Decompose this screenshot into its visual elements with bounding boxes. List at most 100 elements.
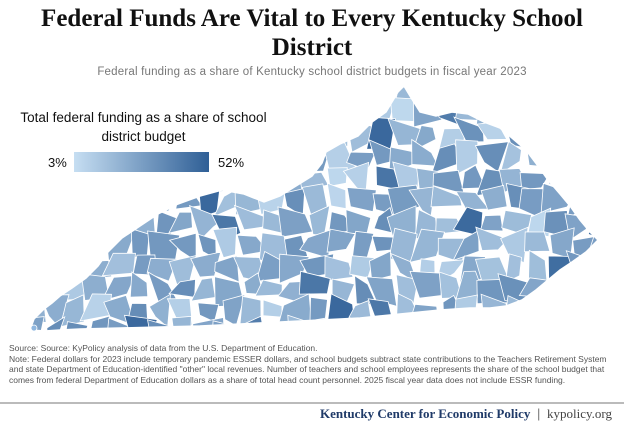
district-shape [58,183,83,219]
footer-credit: Kentucky Center for Economic Policy | ky… [320,406,612,422]
source-notes: Source: Source: KyPolicy analysis of dat… [9,343,617,385]
district-shape [30,169,43,189]
district-shape [519,172,551,191]
district-shape [298,270,331,295]
district-shape [261,322,292,331]
district-shape [277,86,306,102]
note-text: Note: Federal dollars for 2023 include t… [9,353,607,385]
district-shape [169,86,198,101]
district-shape [563,293,598,327]
district-shape [81,209,110,241]
district-shape [585,296,598,328]
district-shape [105,317,137,331]
district-shape [301,104,331,124]
district-shape [436,86,459,109]
district-shape [453,294,478,326]
district-shape [168,211,193,234]
district-shape [322,86,352,109]
district-shape [175,188,203,210]
district-shape [565,118,594,153]
district-shape [589,86,598,108]
district-shape [244,86,256,108]
district-shape [545,120,575,153]
district-shape [324,255,354,282]
district-shape [527,316,548,331]
district-shape [30,278,47,304]
district-shape [480,86,503,106]
district-shape [79,229,106,256]
district-shape [62,169,83,190]
district-shape [276,149,308,174]
district-shape [453,116,485,143]
district-shape [289,122,310,147]
legend-title: Total federal funding as a share of scho… [20,110,267,144]
source-text: Source: Source: KyPolicy analysis of dat… [9,343,318,353]
legend-min-label: 3% [48,155,67,170]
district-shape [129,271,149,298]
district-shape [258,86,281,100]
footer-website-link[interactable]: kypolicy.org [547,406,612,421]
district-shape [57,236,90,255]
district-shape [500,226,529,264]
district-shape [526,296,544,323]
district-shape [105,186,127,218]
district-shape [123,86,159,103]
district-shape [346,187,377,213]
page-title: Federal Funds Are Vital to Every Kentuck… [41,5,583,61]
district-shape [277,206,314,238]
district-shape [409,228,446,263]
district-shape [332,94,347,122]
district-shape [44,184,71,219]
district-shape [44,231,69,254]
district-shape [345,209,372,235]
district-shape [38,170,64,187]
district-shape [541,320,578,331]
district-shape [500,324,531,331]
district-shape [327,318,353,331]
district-shape [106,209,132,233]
district-shape [474,314,502,331]
district-shape [412,98,444,128]
district-shape [150,86,171,108]
footer-divider [0,402,624,404]
district-shape [589,139,598,176]
district-shape [308,125,332,150]
district-shape [298,143,331,173]
district-shape [373,324,399,331]
district-shape [540,139,573,174]
district-shape [89,86,107,101]
kentucky-district-map [29,85,599,332]
district-shape [30,212,40,238]
district-shape [518,116,555,142]
district-shape [566,323,593,331]
district-shape [348,86,378,109]
district-shape [564,273,597,304]
district-shape [475,226,509,251]
district-shape [455,139,479,175]
footer-separator: | [536,406,541,421]
district-shape [524,231,551,253]
district-shape [36,86,61,105]
district-shape [588,187,598,216]
district-shape [430,185,463,208]
district-shape [586,127,598,148]
district-shape [519,96,551,130]
district-shape [46,315,66,331]
district-shape [499,86,529,109]
district-shape [350,319,374,331]
district-shape [284,234,309,258]
district-shape [190,168,226,190]
district-shape [211,165,241,193]
district-shape [414,321,442,331]
district-shape [109,86,130,107]
district-shape [299,86,334,99]
district-shape [342,96,369,126]
district-shape [201,86,218,102]
district-shape [452,229,480,262]
district-shape [571,95,597,131]
district-shape [548,282,578,307]
district-shape [233,204,269,231]
legend-max-label: 52% [218,155,245,170]
legend-color-scale [74,152,209,172]
district-shape [455,318,490,331]
